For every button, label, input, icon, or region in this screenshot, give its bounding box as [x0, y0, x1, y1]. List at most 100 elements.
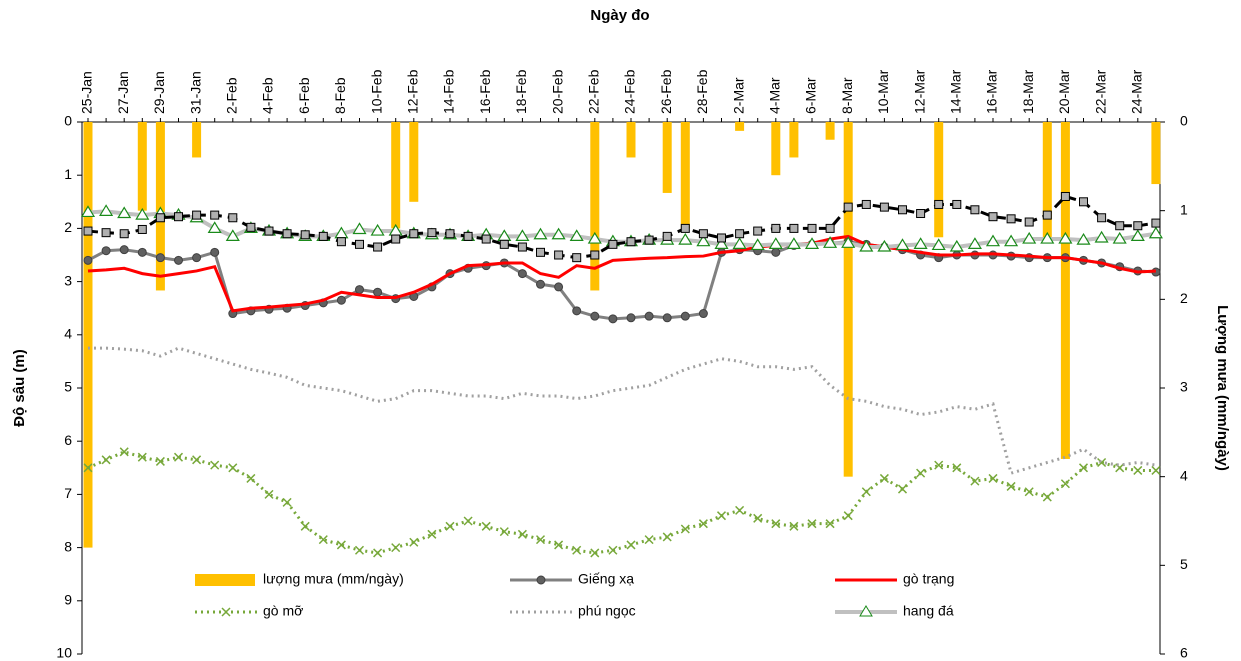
line	[87, 450, 1156, 555]
marker	[282, 229, 292, 239]
y-tick-label: 9	[64, 592, 72, 608]
marker	[300, 521, 310, 531]
y2-tick-label: 3	[1180, 379, 1188, 395]
marker	[354, 545, 365, 555]
marker	[137, 247, 147, 257]
marker	[517, 529, 527, 539]
legend-marker	[221, 607, 231, 617]
marker	[789, 521, 799, 531]
marker	[895, 238, 910, 251]
marker	[1151, 465, 1161, 475]
marker	[680, 524, 690, 534]
y-axis-title: Độ sâu (m)	[11, 349, 28, 427]
marker	[807, 519, 817, 529]
x-tick-label: 4-Feb	[260, 77, 276, 114]
marker	[934, 199, 944, 209]
marker	[861, 199, 871, 209]
bar	[626, 122, 636, 158]
marker	[1097, 213, 1107, 223]
line	[87, 234, 1156, 313]
bar	[192, 122, 202, 158]
marker	[753, 513, 763, 523]
marker	[825, 223, 835, 233]
marker	[931, 238, 946, 251]
marker	[1076, 232, 1091, 245]
marker	[967, 237, 982, 249]
y-tick-label: 0	[64, 113, 72, 129]
marker	[735, 505, 745, 515]
x-tick-label: 26-Feb	[658, 69, 674, 114]
marker	[99, 204, 114, 216]
x-tick-label: 18-Mar	[1020, 69, 1036, 114]
marker	[517, 269, 527, 279]
marker	[336, 295, 346, 305]
marker	[626, 540, 636, 550]
marker	[101, 455, 111, 465]
marker	[843, 202, 853, 212]
marker	[137, 224, 147, 234]
marker	[662, 231, 672, 241]
marker	[409, 229, 419, 239]
marker	[807, 223, 817, 233]
x-tick-label: 12-Feb	[405, 69, 421, 114]
y-tick-label: 5	[64, 379, 72, 395]
x-tick-label: 22-Feb	[586, 69, 602, 114]
marker	[554, 250, 564, 260]
marker	[318, 535, 328, 545]
marker	[373, 287, 383, 297]
y-tick-label: 1	[64, 166, 72, 182]
marker	[264, 489, 274, 499]
y2-tick-label: 2	[1180, 290, 1188, 306]
legend-item: Giếng xạ	[510, 571, 634, 587]
bar	[843, 122, 853, 477]
marker	[336, 237, 346, 247]
marker	[841, 236, 856, 248]
marker	[644, 235, 654, 245]
line	[88, 346, 1157, 475]
marker	[173, 452, 184, 462]
legend-swatch	[195, 574, 255, 586]
marker	[228, 463, 238, 473]
marker	[985, 234, 1001, 247]
x-tick-label: 8-Mar	[839, 77, 855, 114]
bar	[934, 122, 944, 238]
marker	[949, 239, 964, 252]
marker	[970, 205, 980, 215]
marker	[898, 205, 907, 215]
marker	[1148, 226, 1163, 239]
marker	[445, 521, 455, 531]
marker	[155, 213, 165, 223]
marker	[753, 226, 763, 236]
marker	[988, 473, 998, 483]
legend-item: phú ngọc	[510, 603, 636, 619]
marker	[174, 212, 183, 222]
marker	[481, 521, 491, 531]
marker	[101, 228, 111, 238]
marker	[698, 309, 708, 319]
marker	[1130, 229, 1145, 241]
marker	[1024, 487, 1034, 497]
legend-label: Giếng xạ	[578, 571, 634, 587]
y-tick-label: 6	[64, 432, 72, 448]
marker	[83, 463, 93, 473]
marker	[80, 205, 96, 218]
x-tick-label: 2-Feb	[224, 77, 240, 114]
x-tick-label: 10-Mar	[875, 69, 891, 114]
marker	[499, 527, 509, 537]
marker	[572, 306, 582, 316]
marker	[1133, 465, 1143, 475]
y-tick-label: 4	[64, 326, 72, 342]
bar	[137, 122, 147, 211]
marker	[370, 223, 385, 236]
marker	[678, 232, 693, 245]
bar	[590, 122, 600, 291]
legend-label: gò mỡ	[263, 603, 303, 619]
bar	[680, 122, 690, 229]
bar	[409, 122, 419, 202]
x-tick-label: 14-Feb	[441, 69, 457, 114]
marker	[373, 242, 383, 252]
marker	[119, 447, 129, 457]
marker	[117, 206, 132, 219]
marker	[698, 229, 708, 239]
legend-item: lượng mưa (mm/ngày)	[195, 571, 404, 587]
